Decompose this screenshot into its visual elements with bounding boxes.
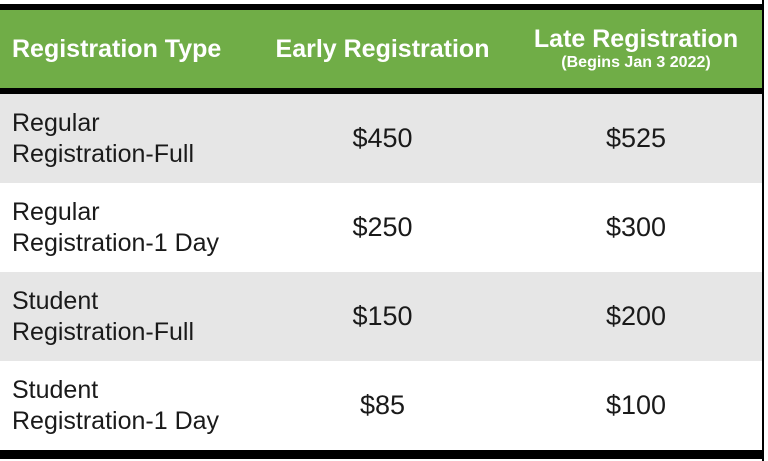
row-label: Student Registration-Full	[0, 286, 255, 347]
row-label: Regular Registration-1 Day	[0, 197, 255, 258]
row-late-price: $200	[605, 301, 667, 331]
row-label: Student Registration-1 Day	[0, 375, 255, 436]
row-early-price: $150	[352, 301, 413, 331]
header-bottom-border	[0, 88, 764, 94]
row-late-price: $100	[605, 390, 667, 420]
row-label-line2: Registration-Full	[12, 317, 195, 346]
table-right-border	[762, 0, 764, 461]
row-early-price: $450	[352, 123, 413, 153]
table-row: Student Registration-Full $150 $200	[0, 272, 762, 361]
table-row: Regular Registration-Full $450 $525	[0, 94, 762, 183]
row-label-line1: Regular	[12, 109, 100, 137]
row-early-price: $250	[352, 212, 413, 242]
row-label: Regular Registration-Full	[0, 108, 255, 169]
row-label-line1: Regular	[12, 198, 100, 226]
header-cell-late-registration: Late Registration (Begins Jan 3 2022)	[510, 26, 762, 71]
row-label-line2: Registration-1 Day	[12, 406, 220, 435]
row-label-line1: Student	[12, 287, 99, 315]
table-body: Regular Registration-Full $450 $525 Regu…	[0, 94, 762, 450]
header-cell-late-registration-title: Late Registration	[533, 25, 739, 54]
row-label-line2: Registration-Full	[12, 139, 195, 168]
table-top-border	[0, 4, 764, 10]
table-row: Regular Registration-1 Day $250 $300	[0, 183, 762, 272]
row-label-line2: Registration-1 Day	[12, 228, 220, 257]
header-cell-early-registration: Early Registration	[275, 34, 490, 63]
table-bottom-border	[0, 450, 764, 459]
table-header-row: Registration Type Early Registration Lat…	[0, 10, 762, 88]
row-late-price: $525	[605, 123, 667, 153]
row-label-line1: Student	[12, 376, 99, 404]
header-cell-late-registration-subtitle: (Begins Jan 3 2022)	[561, 53, 711, 71]
row-late-price: $300	[605, 212, 667, 242]
row-early-price: $85	[359, 390, 406, 420]
table-row: Student Registration-1 Day $85 $100	[0, 361, 762, 450]
header-cell-registration-type: Registration Type	[12, 34, 222, 63]
